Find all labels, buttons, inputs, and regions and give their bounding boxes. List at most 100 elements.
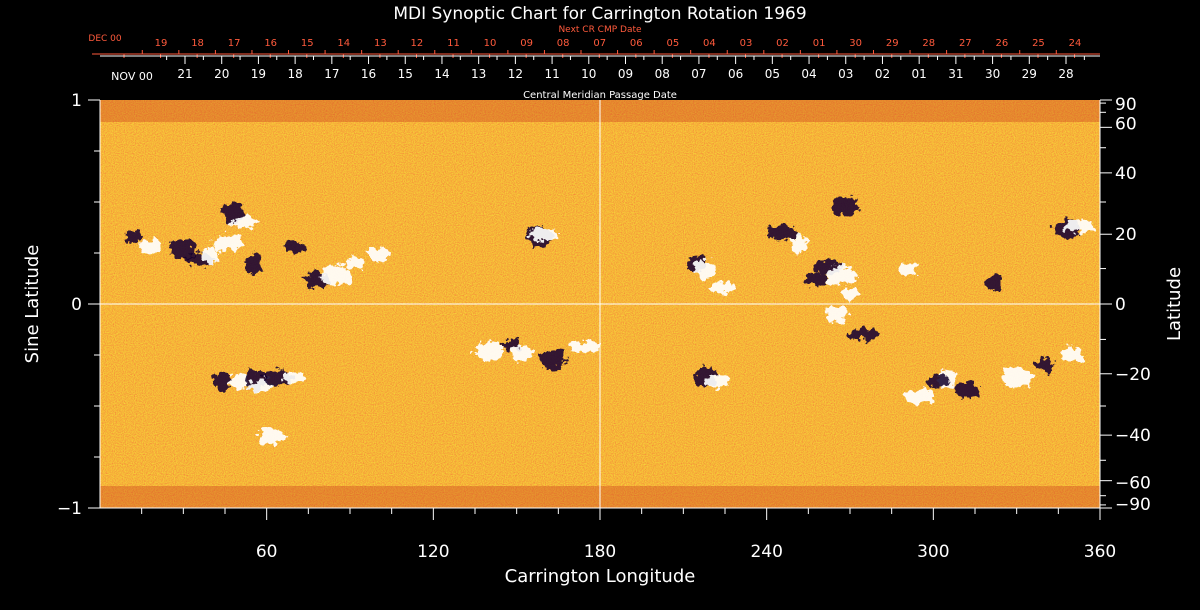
cmp-date: 03: [838, 67, 853, 81]
next-cmp-date: 11: [447, 38, 460, 49]
y-left-tick-label: 0: [71, 295, 82, 315]
cmp-date: 21: [177, 67, 192, 81]
next-cmp-date: 15: [301, 38, 314, 49]
y-right-tick-label: −90: [1115, 495, 1151, 515]
x-tick-label: 180: [584, 542, 616, 562]
active-region-negative: [243, 253, 262, 274]
cmp-date: 20: [214, 67, 229, 81]
active-region-negative: [927, 375, 950, 388]
next-cmp-date: 06: [630, 38, 643, 49]
next-cmp-date: 05: [666, 38, 679, 49]
y-right-tick-label: 40: [1115, 164, 1137, 184]
x-tick-label: 240: [750, 542, 782, 562]
next-cmp-axis-title: Next CR CMP Date: [558, 25, 642, 35]
y-right-tick-label: −40: [1115, 426, 1151, 446]
y-right-tick-label: −20: [1115, 365, 1151, 385]
next-cmp-date: 04: [703, 38, 716, 49]
next-cmp-date: 28: [922, 38, 935, 49]
next-cmp-axis: 19 18 17 16 15 14 13 12 11 10 09 08 07 06 05 04 03 02 01 30…: [92, 38, 1100, 58]
cmp-date: 02: [875, 67, 890, 81]
cmp-date: 01: [912, 67, 927, 81]
next-cmp-date: 26: [996, 38, 1009, 49]
next-cmp-date: 09: [520, 38, 533, 49]
active-region-positive: [229, 373, 248, 390]
cmp-date: 19: [251, 67, 266, 81]
next-cmp-date: 29: [886, 38, 899, 49]
y-right-tick-label: 60: [1115, 114, 1137, 134]
active-region-negative: [213, 371, 232, 392]
y-right-tick-label: 20: [1115, 225, 1137, 245]
y-left-tick-label: 1: [71, 91, 82, 111]
active-region-positive: [703, 375, 730, 388]
cmp-date: 07: [691, 67, 706, 81]
cmp-date: 04: [801, 67, 816, 81]
cmp-date: 11: [544, 67, 559, 81]
next-cmp-date: 19: [155, 38, 168, 49]
cmp-date: 05: [765, 67, 780, 81]
active-region-positive: [346, 257, 365, 270]
active-region-negative: [985, 275, 1004, 292]
cmp-date: 14: [434, 67, 449, 81]
cmp-date: 18: [287, 67, 302, 81]
active-region-negative: [283, 240, 306, 253]
active-region-negative: [124, 230, 143, 243]
active-region-positive: [1061, 347, 1084, 363]
next-cmp-date: 12: [411, 38, 424, 49]
active-region-positive: [841, 287, 859, 300]
next-cmp-date: 01: [813, 38, 826, 49]
active-region-positive: [904, 387, 935, 404]
active-region-positive: [511, 344, 534, 361]
cmp-date: 16: [361, 67, 376, 81]
active-region-positive: [231, 216, 258, 229]
active-region-positive: [366, 247, 389, 264]
cmp-date: 13: [471, 67, 486, 81]
active-region-positive: [321, 265, 352, 286]
x-tick-label: 360: [1084, 542, 1116, 562]
active-region-positive: [1062, 220, 1093, 233]
active-region-positive: [1001, 367, 1032, 388]
x-tick-label: 60: [256, 542, 278, 562]
chart-title: MDI Synoptic Chart for Carrington Rotati…: [393, 4, 806, 24]
active-region-positive: [825, 306, 848, 323]
active-region-negative: [539, 349, 566, 370]
next-cmp-date: 10: [484, 38, 497, 49]
cmp-date: 30: [985, 67, 1000, 81]
cmp-date: 10: [581, 67, 596, 81]
active-region-negative: [170, 238, 197, 259]
active-region-positive: [826, 265, 857, 286]
cmp-axis: 21 20 19 18 17 16 15 14 13 12 11 10 09 08 07 06 05 04 03 02…: [100, 55, 1100, 81]
cmp-date: 28: [1058, 67, 1073, 81]
y-axis-left-label: Sine Latitude: [22, 245, 43, 364]
y-right-tick-label: 0: [1115, 295, 1126, 315]
next-cmp-date: 07: [593, 38, 606, 49]
next-cmp-date: 25: [1032, 38, 1045, 49]
active-region-positive: [899, 261, 918, 278]
cmp-axis-title: Central Meridian Passage Date: [523, 90, 677, 101]
y-right-tick-label: −60: [1115, 474, 1151, 494]
y-left-tick-label: −1: [57, 499, 82, 519]
x-tick-label: 300: [917, 542, 949, 562]
y-right-tick-label: 90: [1115, 95, 1137, 115]
cmp-date: 29: [1022, 67, 1037, 81]
active-region-negative: [1035, 359, 1054, 372]
active-region-negative: [805, 273, 828, 286]
next-cmp-date: 27: [959, 38, 972, 49]
active-region-positive: [139, 238, 161, 255]
x-axis-label: Carrington Longitude: [505, 566, 696, 587]
active-region-negative: [262, 369, 293, 386]
cmp-date: 09: [618, 67, 633, 81]
active-region-negative: [953, 381, 980, 398]
active-region-positive: [791, 232, 809, 253]
active-region-positive: [529, 228, 560, 241]
active-region-positive: [202, 247, 221, 264]
active-region-positive: [283, 371, 306, 384]
next-cmp-date: 24: [1069, 38, 1082, 49]
next-cmp-start-label: DEC 00: [88, 34, 121, 44]
next-cmp-date: 13: [374, 38, 387, 49]
cmp-date: 08: [655, 67, 670, 81]
active-region-positive: [212, 234, 243, 251]
cmp-start-label: NOV 00: [111, 70, 153, 83]
active-region-negative: [831, 196, 858, 217]
y-axis-right-label: Latitude: [1164, 267, 1185, 341]
